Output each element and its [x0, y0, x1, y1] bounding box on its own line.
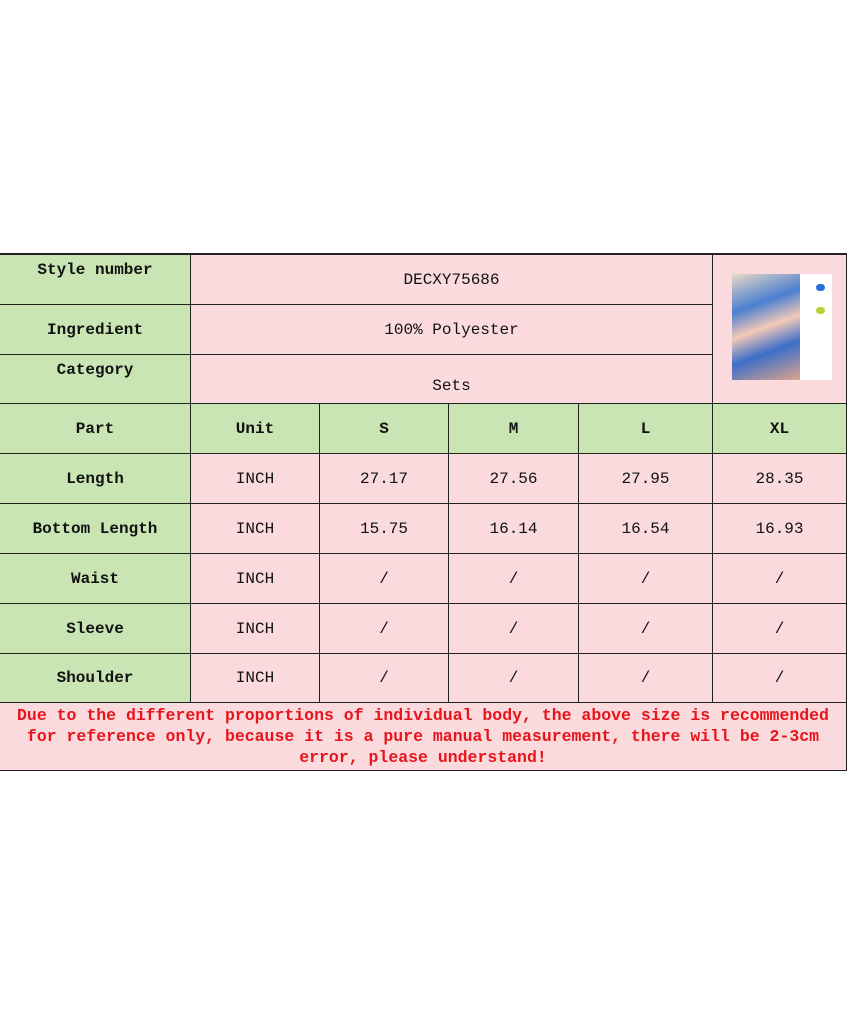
table-cell: INCH: [191, 554, 320, 604]
row-label: Shoulder: [0, 654, 191, 703]
table-cell: INCH: [191, 454, 320, 504]
column-header-unit: Unit: [191, 404, 320, 454]
table-cell: /: [449, 654, 579, 703]
table-cell: /: [449, 554, 579, 604]
table-cell: 27.95: [579, 454, 713, 504]
row-label: Waist: [0, 554, 191, 604]
table-cell: 16.54: [579, 504, 713, 554]
size-chart-table: Style number DECXY75686 Ingredient 100% Pol…: [0, 253, 847, 771]
model-image: [732, 274, 800, 380]
table-cell: INCH: [191, 504, 320, 554]
disclaimer-note: Due to the different proportions of indi…: [0, 703, 847, 771]
category-label: Category: [0, 355, 191, 404]
category-value: Sets: [191, 355, 713, 404]
column-header-part: Part: [0, 404, 191, 454]
table-cell: /: [320, 554, 449, 604]
row-label: Sleeve: [0, 604, 191, 654]
table-cell: /: [449, 604, 579, 654]
style-number-value: DECXY75686: [191, 255, 713, 305]
table-cell: INCH: [191, 654, 320, 703]
table-cell: /: [713, 604, 847, 654]
table-cell: /: [579, 554, 713, 604]
column-header-s: S: [320, 404, 449, 454]
table-cell: 27.56: [449, 454, 579, 504]
table-cell: INCH: [191, 604, 320, 654]
table-cell: 27.17: [320, 454, 449, 504]
table-cell: /: [579, 654, 713, 703]
table-cell: /: [713, 654, 847, 703]
table-cell: /: [320, 654, 449, 703]
table-cell: /: [320, 604, 449, 654]
table-cell: 15.75: [320, 504, 449, 554]
style-number-label: Style number: [0, 255, 191, 305]
row-label: Bottom Length: [0, 504, 191, 554]
table-cell: 16.93: [713, 504, 847, 554]
row-label: Length: [0, 454, 191, 504]
ingredient-label: Ingredient: [0, 305, 191, 355]
table-cell: 28.35: [713, 454, 847, 504]
color-swatch-green: [816, 307, 825, 314]
table-cell: /: [579, 604, 713, 654]
column-header-xl: XL: [713, 404, 847, 454]
column-header-m: M: [449, 404, 579, 454]
table-cell: /: [713, 554, 847, 604]
column-header-l: L: [579, 404, 713, 454]
table-cell: 16.14: [449, 504, 579, 554]
product-photo: [732, 274, 832, 380]
ingredient-value: 100% Polyester: [191, 305, 713, 355]
color-swatch-blue: [816, 284, 825, 291]
